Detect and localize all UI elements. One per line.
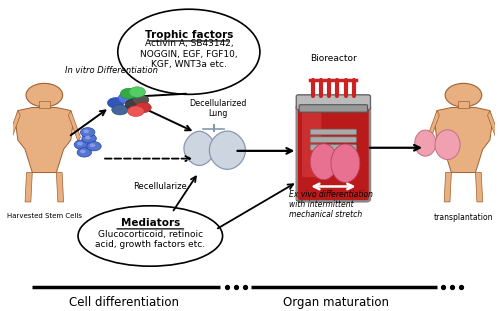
- Circle shape: [77, 142, 83, 146]
- Ellipse shape: [118, 9, 260, 94]
- Ellipse shape: [78, 206, 223, 266]
- Circle shape: [112, 104, 128, 115]
- FancyBboxPatch shape: [299, 105, 368, 112]
- Text: Ex vivo differentiation
with intermittent
mechanical stretch: Ex vivo differentiation with intermitten…: [288, 190, 372, 219]
- Text: transplantation: transplantation: [434, 213, 493, 222]
- Polygon shape: [458, 101, 469, 108]
- Circle shape: [129, 87, 146, 97]
- Circle shape: [85, 136, 90, 139]
- Polygon shape: [415, 130, 436, 156]
- Circle shape: [132, 95, 149, 105]
- FancyBboxPatch shape: [296, 105, 370, 201]
- Polygon shape: [331, 144, 360, 183]
- Polygon shape: [434, 108, 492, 173]
- FancyBboxPatch shape: [296, 95, 370, 110]
- Circle shape: [108, 98, 124, 108]
- Polygon shape: [444, 173, 452, 202]
- Polygon shape: [428, 111, 440, 142]
- Polygon shape: [16, 108, 73, 173]
- Polygon shape: [38, 101, 50, 108]
- Circle shape: [86, 142, 101, 151]
- Text: Activin A, SB43142,
NOGGIN, EGF, FGF10,
KGF, WNT3a etc.: Activin A, SB43142, NOGGIN, EGF, FGF10, …: [140, 39, 237, 69]
- Polygon shape: [25, 173, 32, 202]
- Polygon shape: [56, 173, 64, 202]
- Text: Organ maturation: Organ maturation: [283, 296, 389, 309]
- Circle shape: [128, 106, 144, 117]
- Text: Trophic factors: Trophic factors: [144, 30, 233, 40]
- FancyBboxPatch shape: [310, 137, 356, 142]
- Polygon shape: [488, 111, 500, 142]
- FancyBboxPatch shape: [302, 112, 322, 177]
- Text: Cell differentiation: Cell differentiation: [69, 296, 179, 309]
- Circle shape: [74, 140, 88, 149]
- Polygon shape: [435, 130, 460, 160]
- FancyBboxPatch shape: [310, 145, 356, 150]
- Polygon shape: [184, 131, 215, 165]
- Circle shape: [77, 148, 92, 157]
- Circle shape: [82, 134, 96, 143]
- Text: In vitro Differentiation: In vitro Differentiation: [66, 66, 158, 75]
- Circle shape: [118, 93, 134, 104]
- Text: Mediators: Mediators: [120, 218, 180, 228]
- Circle shape: [80, 150, 86, 153]
- Polygon shape: [476, 173, 482, 202]
- Polygon shape: [68, 111, 80, 142]
- Polygon shape: [8, 111, 20, 142]
- Text: Glucocorticoid, retinoic
acid, growth factors etc.: Glucocorticoid, retinoic acid, growth fa…: [95, 230, 206, 249]
- Circle shape: [445, 83, 482, 107]
- Circle shape: [90, 143, 96, 147]
- Text: Harvested Stem Cells: Harvested Stem Cells: [7, 213, 82, 219]
- Circle shape: [135, 102, 152, 113]
- Polygon shape: [210, 131, 246, 169]
- Text: Recellularize: Recellularize: [133, 182, 187, 191]
- Circle shape: [26, 83, 63, 107]
- Circle shape: [84, 129, 89, 133]
- Text: Bioreactor: Bioreactor: [310, 53, 356, 63]
- Text: Decellularized
Lung: Decellularized Lung: [189, 99, 246, 118]
- FancyBboxPatch shape: [310, 129, 356, 135]
- Circle shape: [120, 88, 137, 99]
- Circle shape: [80, 128, 95, 137]
- Circle shape: [126, 99, 142, 110]
- Polygon shape: [310, 144, 337, 180]
